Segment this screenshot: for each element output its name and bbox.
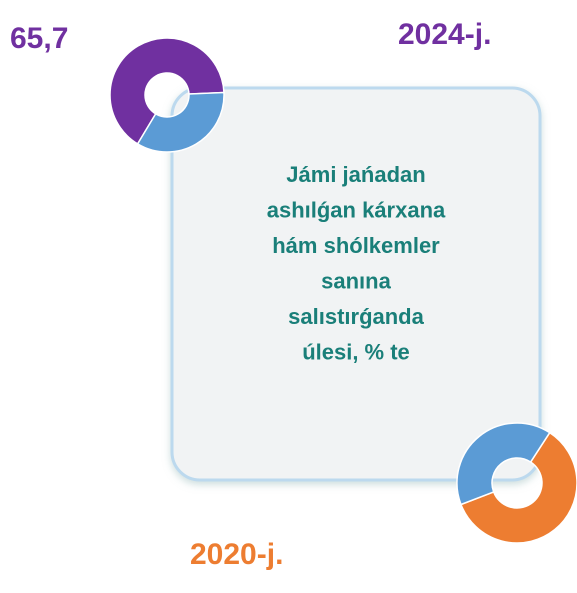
donut-segment — [109, 37, 225, 145]
donut-segment — [456, 422, 551, 506]
caption-line: sanına — [321, 268, 391, 293]
caption-line: úlesi, % te — [302, 339, 410, 364]
caption-line: hám shólkemler — [272, 233, 440, 258]
donut-segment — [136, 91, 225, 153]
caption-line: Jámi jańadan — [286, 162, 425, 187]
caption-line: salıstırǵanda — [288, 304, 424, 329]
chart-title: 2024-j. — [398, 18, 491, 51]
chart-title: 2020-j. — [190, 538, 283, 571]
caption-box — [170, 86, 542, 482]
value-label: 65,7 — [10, 22, 68, 55]
caption-line: ashılǵan kárxana — [267, 197, 446, 222]
charts: 2024-j. 65,7 2020-j. Jámi jańadan ashılǵan k… — [10, 18, 577, 571]
